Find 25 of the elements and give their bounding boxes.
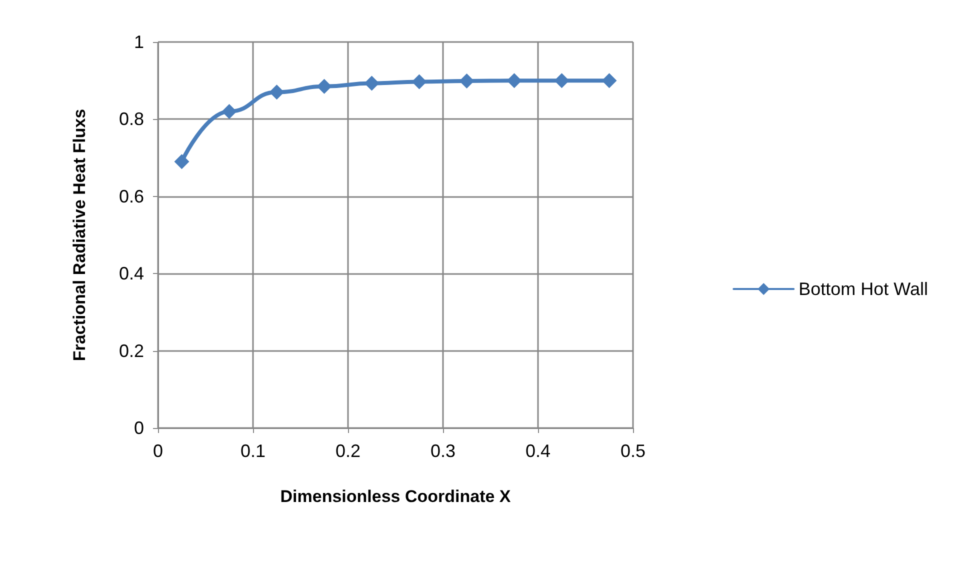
x-tick-label: 0.3 — [430, 441, 456, 461]
point — [316, 78, 332, 94]
x-tick-label: 0.2 — [335, 441, 361, 461]
point — [602, 73, 617, 88]
y-tick-label: 0.8 — [118, 109, 144, 130]
point — [269, 84, 284, 100]
x-tick-label: 0 — [152, 441, 164, 461]
point — [412, 74, 427, 90]
y-axis-title: Fractional Radiative Heat Fluxs — [70, 108, 89, 362]
point — [554, 73, 570, 88]
x-tick-label: 0.1 — [240, 441, 266, 461]
y-tick-label: 0.6 — [118, 186, 144, 206]
point — [222, 104, 237, 119]
y-tick-label: 0 — [134, 418, 144, 438]
point — [506, 73, 522, 88]
point — [459, 73, 474, 88]
point — [174, 154, 190, 170]
x-tick-label: 0.4 — [525, 441, 551, 461]
y-tick-label: 0.2 — [118, 340, 144, 361]
legend-label: Bottom Hot Wall — [798, 279, 928, 299]
y-tick-label: 1 — [134, 32, 144, 52]
y-tick-label: 0.4 — [118, 264, 144, 284]
x-tick-label: 0.5 — [620, 441, 646, 461]
x-axis-title: Dimensionless Coordinate X — [280, 487, 512, 506]
point — [364, 76, 380, 91]
